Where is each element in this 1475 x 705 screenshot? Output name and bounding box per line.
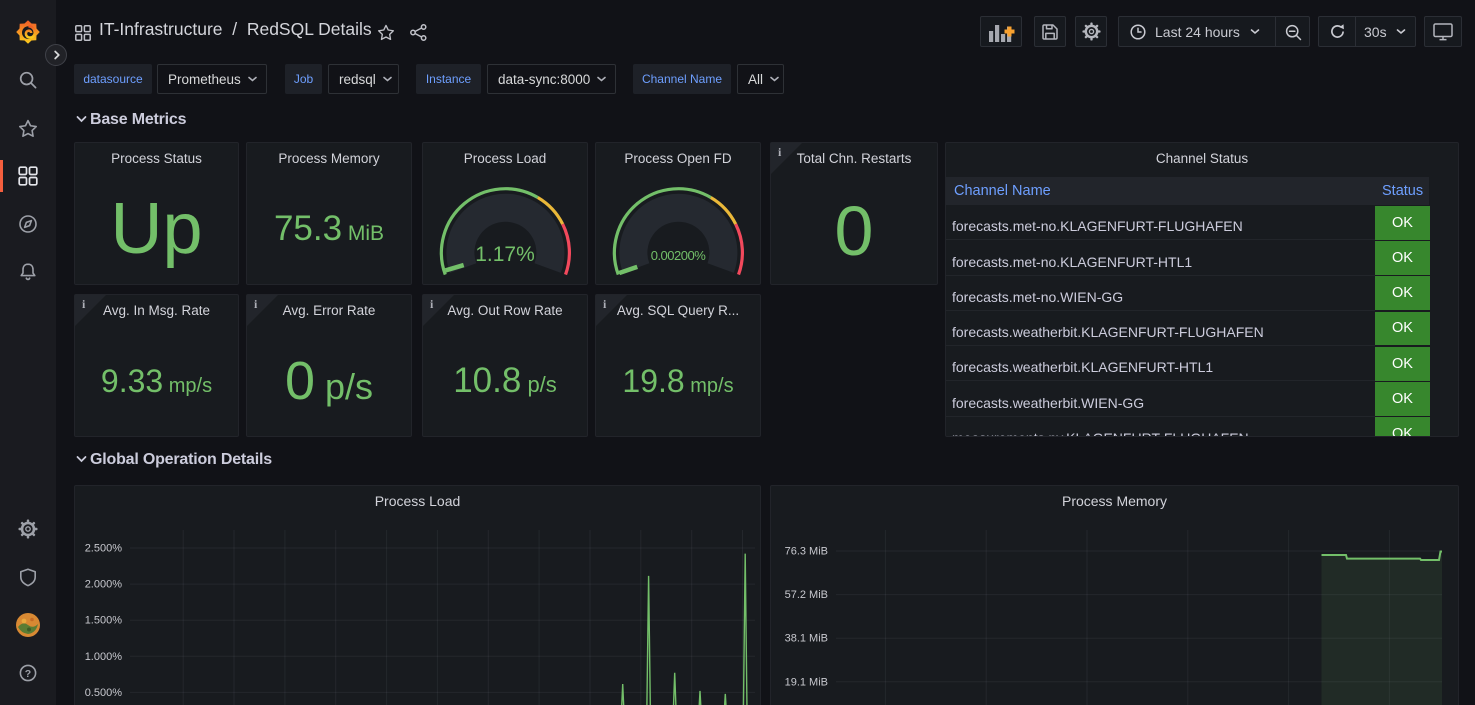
svg-text:1.000%: 1.000% (85, 651, 123, 663)
svg-text:?: ? (25, 668, 31, 680)
svg-text:2.500%: 2.500% (85, 543, 123, 555)
svg-text:0.500%: 0.500% (85, 687, 123, 699)
svg-text:1.500%: 1.500% (85, 615, 123, 627)
svg-text:2.000%: 2.000% (85, 579, 123, 591)
svg-text:57.2 MiB: 57.2 MiB (785, 589, 828, 601)
svg-text:76.3 MiB: 76.3 MiB (785, 546, 828, 558)
svg-text:38.1 MiB: 38.1 MiB (785, 633, 828, 645)
svg-text:19.1 MiB: 19.1 MiB (785, 676, 828, 688)
